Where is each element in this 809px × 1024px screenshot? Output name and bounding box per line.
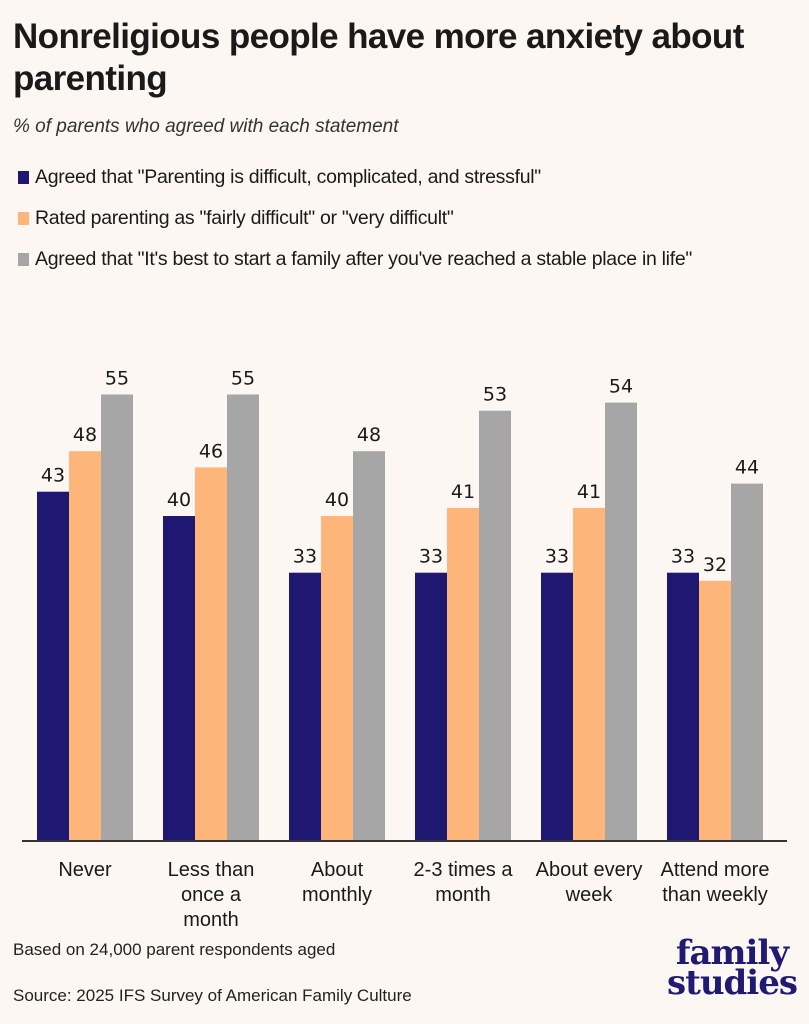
bar-3-2 xyxy=(227,394,259,840)
bar-3-3 xyxy=(353,451,385,840)
legend-swatch-navy xyxy=(18,171,29,184)
data-label: 55 xyxy=(105,368,129,390)
footnote: Based on 24,000 parent respondents aged xyxy=(13,940,336,959)
source-note: Source: 2025 IFS Survey of American Fami… xyxy=(13,986,412,1005)
data-label: 41 xyxy=(451,481,475,503)
bar-2-1 xyxy=(69,451,101,840)
legend-swatch-orange xyxy=(18,212,29,225)
bar-3-1 xyxy=(101,394,133,840)
x-tick-label: 2-3 times a month xyxy=(414,859,514,906)
bar-1-2 xyxy=(163,516,195,840)
chart-title: Nonreligious people have more anxiety ab… xyxy=(13,17,744,98)
bar-1-3 xyxy=(289,572,321,840)
bar-3-6 xyxy=(731,483,763,840)
data-label: 46 xyxy=(199,440,223,462)
bar-3-5 xyxy=(605,402,637,840)
bar-2-4 xyxy=(447,507,479,840)
bar-2-2 xyxy=(195,467,227,840)
legend-item-series-1: Agreed that "Parenting is difficult, com… xyxy=(18,157,692,198)
data-label: 41 xyxy=(577,481,601,503)
x-tick-label: Less than once a month xyxy=(168,859,255,931)
data-label: 33 xyxy=(419,546,443,568)
data-label: 55 xyxy=(231,368,255,390)
chart-subtitle: % of parents who agreed with each statem… xyxy=(13,116,399,137)
bar-1-1 xyxy=(37,491,69,840)
legend: Agreed that "Parenting is difficult, com… xyxy=(18,157,692,280)
data-label: 48 xyxy=(73,424,97,446)
bar-2-6 xyxy=(699,580,731,840)
data-label: 33 xyxy=(293,546,317,568)
family-studies-logo: family studies xyxy=(666,933,798,1003)
data-label: 53 xyxy=(483,384,507,406)
data-label: 32 xyxy=(703,554,727,576)
data-label: 43 xyxy=(41,465,65,487)
bar-1-6 xyxy=(667,572,699,840)
bar-1-5 xyxy=(541,572,573,840)
legend-swatch-gray xyxy=(18,253,29,266)
data-label: 40 xyxy=(325,489,349,511)
legend-item-series-3: Agreed that "It's best to start a family… xyxy=(18,239,692,280)
logo-line-2: studies xyxy=(666,963,798,1003)
legend-item-series-2: Rated parenting as "fairly difficult" or… xyxy=(18,198,692,239)
x-tick-label: Never xyxy=(58,859,112,881)
data-label: 33 xyxy=(671,546,695,568)
legend-label: Agreed that "Parenting is difficult, com… xyxy=(35,166,541,188)
bar-2-5 xyxy=(573,507,605,840)
bar-1-4 xyxy=(415,572,447,840)
bar-2-3 xyxy=(321,516,353,840)
x-tick-label: About every week xyxy=(536,859,643,906)
legend-label: Agreed that "It's best to start a family… xyxy=(35,248,692,270)
data-label: 33 xyxy=(545,546,569,568)
x-tick-label: About monthly xyxy=(302,859,372,906)
logo-line-1: family xyxy=(675,933,789,973)
bar-3-4 xyxy=(479,410,511,840)
data-label: 54 xyxy=(609,376,633,398)
legend-label: Rated parenting as "fairly difficult" or… xyxy=(35,207,454,229)
data-label: 40 xyxy=(167,489,191,511)
x-tick-label: Attend more than weekly xyxy=(661,859,770,906)
data-label: 44 xyxy=(735,457,759,479)
data-label: 48 xyxy=(357,424,381,446)
